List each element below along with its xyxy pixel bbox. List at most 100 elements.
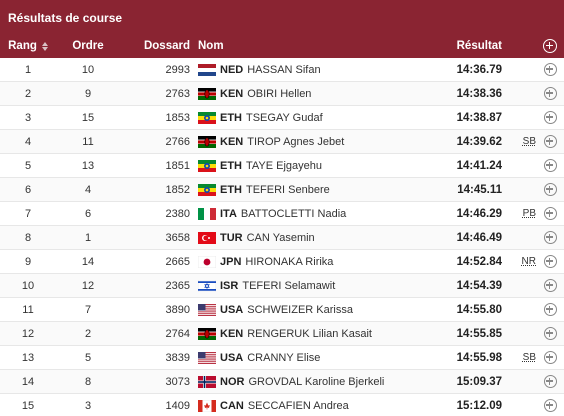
bib-value: 2365 [165, 279, 190, 292]
order-cell: 12 [56, 280, 120, 292]
expand-cell[interactable] [536, 183, 564, 196]
noc-code: KEN [220, 135, 244, 148]
order-cell: 9 [56, 88, 120, 100]
expand-cell[interactable] [536, 159, 564, 172]
table-row[interactable]: 11 7 3890 USA SCHWEIZER Karissa 14:55.80 [0, 298, 564, 322]
plus-circle-icon[interactable] [543, 207, 557, 220]
name-cell[interactable]: KEN OBIRI Hellen [192, 87, 426, 100]
ken-flag-icon [198, 327, 216, 340]
athlete-name[interactable]: TEFERI Selamawit [242, 279, 336, 292]
plus-circle-icon[interactable] [543, 255, 557, 268]
rank-value: 8 [24, 231, 32, 244]
plus-circle-icon[interactable] [543, 183, 557, 196]
athlete-name[interactable]: TEFERI Senbere [246, 183, 330, 196]
name-cell[interactable]: CAN SECCAFIEN Andrea [192, 399, 426, 412]
plus-circle-icon[interactable] [543, 303, 557, 316]
order-value: 6 [84, 207, 92, 220]
table-row[interactable]: 4 11 2766 KEN TIROP Agnes Jebet 14:39.62… [0, 130, 564, 154]
bib-value: 1851 [165, 159, 190, 172]
plus-circle-icon[interactable] [543, 63, 557, 76]
name-cell[interactable]: KEN RENGERUK Lilian Kasait [192, 327, 426, 340]
expand-cell[interactable] [536, 111, 564, 124]
rank-cell: 5 [0, 160, 56, 172]
expand-cell[interactable] [536, 279, 564, 292]
expand-cell[interactable] [536, 63, 564, 76]
table-row[interactable]: 2 9 2763 KEN OBIRI Hellen 14:38.36 [0, 82, 564, 106]
table-row[interactable]: 15 3 1409 CAN SECCAFIEN Andrea 15:12.09 [0, 394, 564, 416]
name-cell[interactable]: USA SCHWEIZER Karissa [192, 303, 426, 316]
name-cell[interactable]: ISR TEFERI Selamawit [192, 279, 426, 292]
table-row[interactable]: 10 12 2365 ISR TEFERI Selamawit 14:54.39 [0, 274, 564, 298]
bib-value: 3658 [165, 231, 190, 244]
expand-cell[interactable] [536, 351, 564, 364]
table-row[interactable]: 9 14 2665 JPN HIRONAKA Ririka 14:52.84 N… [0, 250, 564, 274]
expand-cell[interactable] [536, 87, 564, 100]
athlete-name[interactable]: SECCAFIEN Andrea [247, 399, 349, 412]
table-row[interactable]: 6 4 1852 ETH TEFERI Senbere 14:45.11 [0, 178, 564, 202]
plus-circle-icon[interactable] [543, 351, 557, 364]
table-row[interactable]: 3 15 1853 ETH TSEGAY Gudaf 14:38.87 [0, 106, 564, 130]
name-cell[interactable]: JPN HIRONAKA Ririka [192, 255, 426, 268]
result-cell: 14:54.39 [426, 280, 502, 292]
athlete-name[interactable]: SCHWEIZER Karissa [247, 303, 353, 316]
expand-cell[interactable] [536, 327, 564, 340]
rank-value: 14 [21, 375, 35, 388]
expand-cell[interactable] [536, 399, 564, 412]
athlete-name[interactable]: CAN Yasemin [246, 231, 315, 244]
name-cell[interactable]: KEN TIROP Agnes Jebet [192, 135, 426, 148]
expand-cell[interactable] [536, 135, 564, 148]
plus-circle-icon[interactable] [543, 279, 557, 292]
plus-circle-icon[interactable] [543, 399, 557, 412]
plus-circle-icon[interactable] [543, 231, 557, 244]
noc-code: ITA [220, 207, 237, 220]
athlete-name[interactable]: CRANNY Elise [247, 351, 321, 364]
plus-circle-icon[interactable] [543, 111, 557, 124]
athlete-name[interactable]: RENGERUK Lilian Kasait [247, 327, 372, 340]
athlete-name[interactable]: HIRONAKA Ririka [245, 255, 334, 268]
expand-cell[interactable] [536, 207, 564, 220]
table-row[interactable]: 1 10 2993 NED HASSAN Sifan 14:36.79 [0, 58, 564, 82]
plus-circle-icon[interactable] [543, 327, 557, 340]
athlete-name[interactable]: TSEGAY Gudaf [246, 111, 323, 124]
name-cell[interactable]: ETH TEFERI Senbere [192, 183, 426, 196]
table-row[interactable]: 5 13 1851 ETH TAYE Ejgayehu 14:41.24 [0, 154, 564, 178]
plus-circle-icon[interactable] [543, 135, 557, 148]
sort-arrows-icon[interactable] [41, 41, 48, 51]
order-cell: 8 [56, 376, 120, 388]
bib-value: 1409 [165, 399, 190, 412]
name-cell[interactable]: NOR GROVDAL Karoline Bjerkeli [192, 375, 426, 388]
table-row[interactable]: 13 5 3839 USA CRANNY Elise 14:55.98 SB [0, 346, 564, 370]
table-row[interactable]: 7 6 2380 ITA BATTOCLETTI Nadia 14:46.29 … [0, 202, 564, 226]
plus-circle-icon[interactable] [543, 375, 557, 388]
rank-cell: 3 [0, 112, 56, 124]
expand-cell[interactable] [536, 375, 564, 388]
header-expand[interactable] [536, 39, 564, 53]
name-cell[interactable]: ETH TAYE Ejgayehu [192, 159, 426, 172]
result-value: 14:39.62 [456, 135, 502, 148]
plus-circle-icon[interactable] [543, 87, 557, 100]
athlete-name[interactable]: TAYE Ejgayehu [246, 159, 323, 172]
table-row[interactable]: 8 1 3658 TUR CAN Yasemin 14:46.49 [0, 226, 564, 250]
result-value: 14:38.36 [456, 87, 502, 100]
expand-cell[interactable] [536, 255, 564, 268]
expand-cell[interactable] [536, 303, 564, 316]
table-row[interactable]: 14 8 3073 NOR GROVDAL Karoline Bjerkeli … [0, 370, 564, 394]
expand-cell[interactable] [536, 231, 564, 244]
plus-circle-icon[interactable] [543, 159, 557, 172]
athlete-name[interactable]: HASSAN Sifan [247, 63, 321, 76]
plus-circle-icon[interactable] [543, 39, 557, 53]
athlete-name[interactable]: OBIRI Hellen [247, 87, 312, 100]
name-cell[interactable]: USA CRANNY Elise [192, 351, 426, 364]
athlete-name[interactable]: BATTOCLETTI Nadia [240, 207, 347, 220]
table-row[interactable]: 12 2 2764 KEN RENGERUK Lilian Kasait 14:… [0, 322, 564, 346]
result-cell: 15:09.37 [426, 376, 502, 388]
athlete-name[interactable]: TIROP Agnes Jebet [247, 135, 345, 148]
name-cell[interactable]: ITA BATTOCLETTI Nadia [192, 207, 426, 220]
rank-value: 2 [24, 87, 32, 100]
name-cell[interactable]: TUR CAN Yasemin [192, 231, 426, 244]
name-cell[interactable]: ETH TSEGAY Gudaf [192, 111, 426, 124]
bib-cell: 2665 [120, 256, 192, 268]
header-rank[interactable]: Rang [0, 40, 56, 52]
name-cell[interactable]: NED HASSAN Sifan [192, 63, 426, 76]
athlete-name[interactable]: GROVDAL Karoline Bjerkeli [248, 375, 385, 388]
